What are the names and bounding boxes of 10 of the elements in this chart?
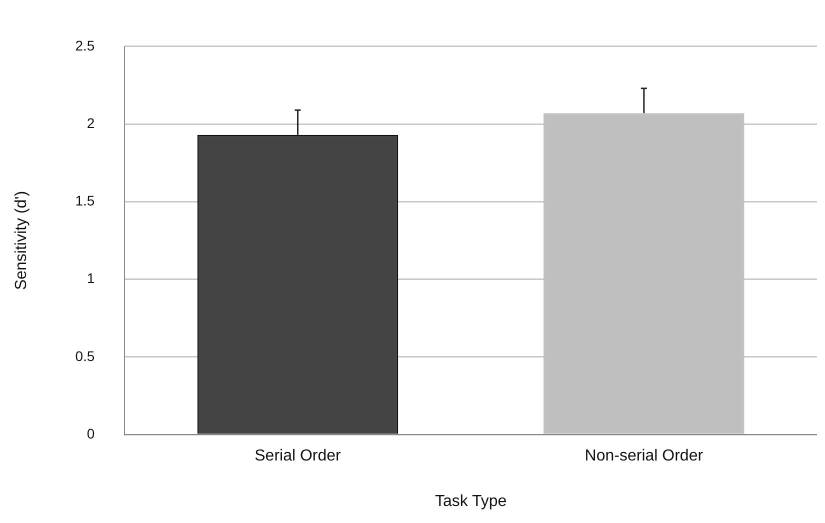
y-tick-label: 2 xyxy=(86,114,95,131)
y-tick-label: 1.5 xyxy=(75,192,95,209)
y-tick-label: 0.5 xyxy=(75,348,95,364)
x-tick-label: Non-serial Order xyxy=(584,448,704,465)
y-axis-title: Sensitivity (d') xyxy=(13,190,30,290)
x-axis-title: Task Type xyxy=(434,492,507,510)
y-tick-label: 2.5 xyxy=(75,37,95,54)
y-tick-label: 1 xyxy=(86,270,95,286)
x-tick-label: Serial Order xyxy=(254,448,342,465)
y-tick-label: 0 xyxy=(86,425,95,442)
